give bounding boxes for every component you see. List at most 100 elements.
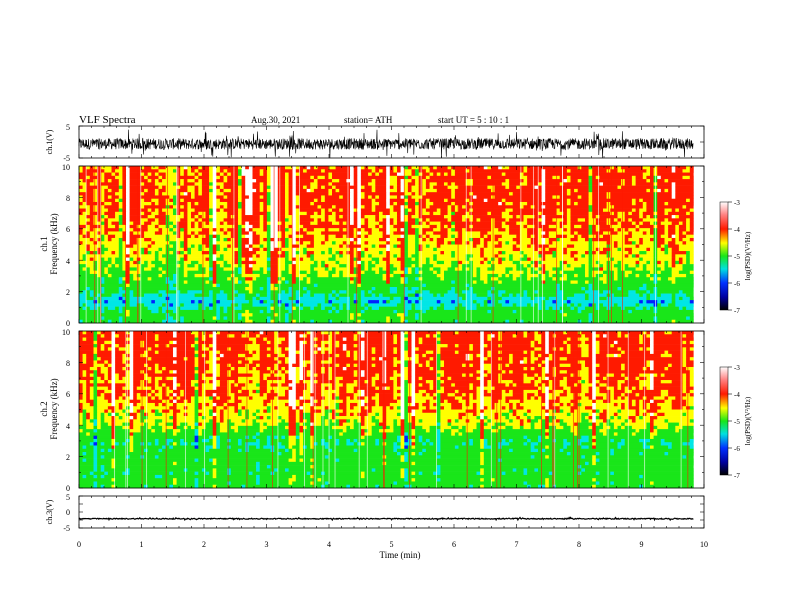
spectrogram-cell: [476, 303, 481, 307]
spectrogram-cell: [104, 175, 116, 180]
spectrogram-cell: [436, 337, 441, 342]
spectrogram-cell: [570, 201, 575, 206]
spectrogram-cell: [86, 267, 91, 271]
spectrogram-cell: [458, 303, 463, 307]
spectrogram-cell: [563, 179, 568, 183]
spectrogram-cell: [556, 293, 564, 298]
spectrogram-cell: [194, 334, 199, 338]
spectrogram-cell: [519, 234, 528, 239]
spectrogram-cell: [483, 241, 488, 245]
spectrogram-cell: [252, 350, 257, 355]
spectrogram-cell: [310, 357, 315, 361]
spectrogram-cell: [610, 231, 618, 235]
spectrogram-cell: [154, 208, 159, 213]
spectrogram-cell: [350, 313, 354, 317]
spectrogram-cell: [429, 290, 448, 294]
spectrogram-cell: [86, 247, 91, 252]
spectrogram-cell: [389, 267, 398, 271]
spectrogram-cell: [516, 303, 528, 307]
spectrogram-cell: [227, 215, 232, 219]
spectrogram-cell: [122, 166, 127, 170]
spectrogram-cell: [227, 334, 235, 338]
spectrogram-cell: [501, 201, 506, 206]
spectrogram-cell: [256, 334, 260, 338]
spectrogram-cell: [444, 172, 448, 177]
spectrogram-cell: [86, 188, 94, 193]
spectrogram-cell: [317, 179, 333, 183]
spectrogram-cell: [129, 331, 134, 335]
spectrogram-cell: [126, 309, 130, 314]
spectrogram-cell: [238, 205, 242, 209]
spectrogram-cell: [140, 260, 145, 265]
spectrogram-cell: [288, 182, 293, 186]
spectrogram-cell: [472, 260, 481, 265]
spectrogram-cell: [534, 353, 539, 358]
spectrogram-cell: [382, 357, 394, 361]
spectrogram-cell: [234, 260, 239, 265]
spectrogram-cell: [595, 175, 600, 180]
spectrogram-cell: [216, 179, 224, 183]
spectrogram-cell: [209, 205, 213, 209]
spectrogram-cell: [205, 270, 210, 275]
spectrogram-cell: [238, 208, 242, 213]
spectrogram-cell: [299, 303, 304, 307]
spectrogram-cell: [613, 353, 618, 358]
spectrogram-cell: [332, 175, 351, 180]
spectrogram-cell: [292, 224, 297, 229]
spectrogram-cell: [585, 290, 600, 294]
spectrogram-cell: [360, 350, 365, 355]
spectrogram-cell: [97, 353, 112, 358]
spectrogram-cell: [277, 215, 286, 219]
spectrogram-cell: [144, 211, 152, 216]
spectrogram-cell: [563, 331, 568, 335]
spectrogram-cell: [386, 264, 391, 268]
spectrogram-cell: [332, 350, 347, 355]
spectrogram-cell: [512, 357, 524, 361]
spectrogram-cell: [216, 215, 228, 219]
spectrogram-cell: [266, 251, 271, 255]
spectrogram-cell: [563, 211, 568, 216]
spectrogram-cell: [332, 241, 336, 245]
spectrogram-cell: [534, 260, 539, 265]
spectrogram-cell: [180, 306, 199, 311]
spectrogram-cell: [328, 344, 333, 348]
spectrogram-cell: [321, 303, 333, 307]
spectrogram-cell: [411, 257, 416, 262]
spectrogram-cell: [610, 211, 615, 216]
spectrogram-cell: [595, 357, 683, 361]
spectrogram-cell: [621, 247, 625, 252]
spectrogram-cell: [588, 270, 593, 275]
spectrogram-cell: [252, 244, 260, 249]
spectrogram-cell: [198, 360, 206, 365]
spectrogram-cell: [538, 211, 542, 216]
spectrogram-cell: [129, 185, 159, 190]
spectrogram-cell: [187, 205, 192, 209]
spectrogram-cell: [635, 267, 644, 271]
spectrogram-cell: [617, 270, 625, 275]
spectrogram-cell: [364, 215, 376, 219]
spectrogram-cell: [519, 182, 528, 186]
spectrogram-cell: [191, 169, 195, 173]
spectrogram-cell: [375, 215, 380, 219]
spectrogram-cell: [97, 267, 101, 271]
spectrogram-cell: [487, 267, 495, 271]
spectrogram-cell: [194, 201, 199, 206]
spectrogram-cell: [595, 344, 600, 348]
spectrogram-cell: [360, 172, 369, 177]
spectrogram-cell: [212, 201, 217, 206]
spectrogram-cell: [393, 264, 401, 268]
spectrogram-cell: [491, 290, 499, 294]
spectrogram-cell: [371, 205, 376, 209]
spectrogram-cell: [350, 218, 354, 222]
spectrogram-cell: [548, 270, 557, 275]
spectrogram-cell: [657, 211, 665, 216]
spectrogram-cell: [353, 192, 358, 196]
spectrogram-cell: [465, 296, 488, 301]
spectrogram-cell: [100, 309, 105, 314]
spectrogram-cell: [97, 331, 101, 335]
spectrogram-cell: [79, 319, 83, 324]
spectrogram-cell: [418, 169, 427, 173]
spectrogram-cell: [595, 353, 607, 358]
spectrogram-cell: [86, 290, 91, 294]
spectrogram-cell: [266, 347, 271, 351]
